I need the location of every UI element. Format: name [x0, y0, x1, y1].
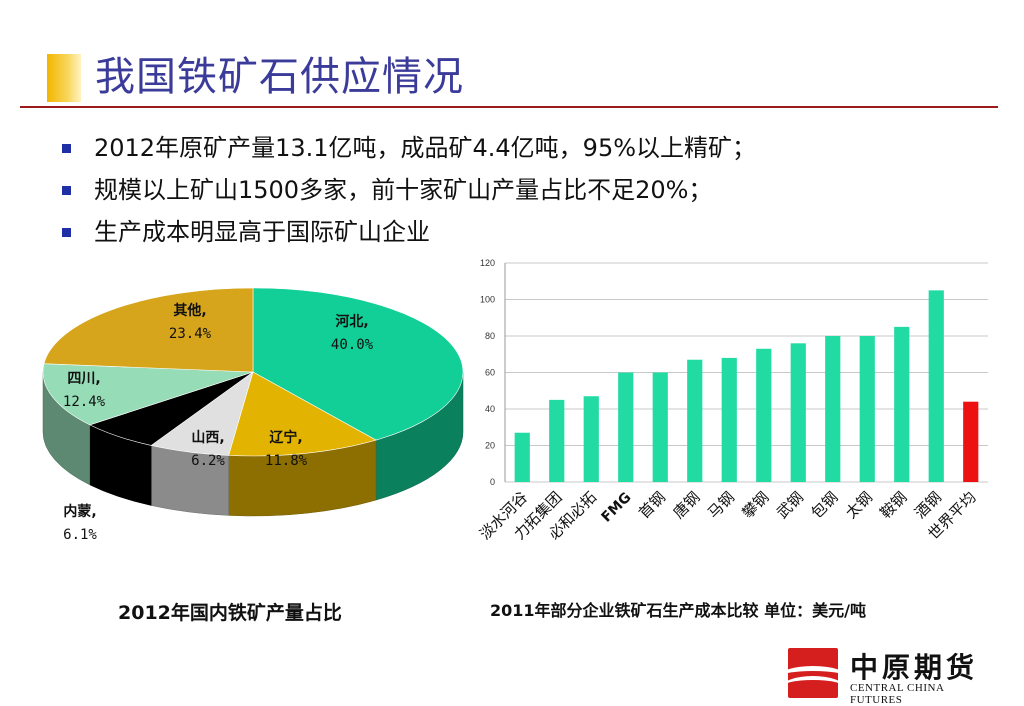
bar: [859, 336, 875, 482]
y-tick-label: 120: [480, 258, 495, 268]
pie-label-value: 12.4%: [63, 394, 106, 410]
bullet-text: 生产成本明显高于国际矿山企业: [94, 218, 430, 246]
pie-label-value: 11.8%: [265, 453, 308, 469]
bullet-list: 2012年原矿产量13.1亿吨，成品矿4.4亿吨，95%以上精矿； 规模以上矿山…: [62, 128, 756, 254]
pie-slice: [252, 287, 464, 441]
y-tick-label: 80: [485, 331, 495, 341]
pie-chart-title: 2012年国内铁矿产量占比: [118, 602, 342, 624]
bullet-text: 规模以上矿山1500多家，前十家矿山产量占比不足20%；: [94, 176, 713, 204]
bullet-item: 2012年原矿产量13.1亿吨，成品矿4.4亿吨，95%以上精矿；: [62, 128, 756, 170]
pie-label-name: 河北,: [335, 313, 368, 330]
bar: [514, 432, 530, 482]
x-tick-label: 鞍钢: [877, 488, 911, 522]
pie-label-value: 6.1%: [63, 527, 97, 543]
bar: [721, 357, 737, 482]
pie-slice: [43, 287, 254, 373]
bar: [652, 372, 668, 482]
pie-label-name: 内蒙,: [63, 503, 96, 520]
bar-chart-title: 2011年部分企业铁矿石生产成本比较 单位：美元/吨: [490, 601, 866, 620]
logo-chinese-name: 中原期货: [850, 651, 979, 684]
pie-slice: [42, 363, 254, 426]
pie-label-value: 23.4%: [169, 326, 212, 342]
x-tick-label: 攀钢: [739, 488, 773, 522]
bar: [756, 348, 772, 482]
x-tick-label: 唐钢: [670, 488, 704, 522]
x-tick-label: FMG: [599, 490, 635, 526]
title-accent-bar: [47, 54, 81, 102]
bar: [618, 372, 634, 482]
pie-label-name: 其他,: [173, 302, 206, 319]
y-tick-label: 100: [480, 295, 495, 305]
x-tick-label: 包钢: [808, 488, 842, 522]
logo-english-name: CENTRAL CHINA FUTURES: [850, 682, 944, 706]
bullet-square-icon: [62, 144, 71, 153]
pie-label-name: 辽宁,: [269, 429, 302, 446]
y-tick-label: 60: [485, 368, 495, 378]
pie-chart: 河北, 40.0% 辽宁, 11.8% 山西, 6.2% 内蒙, 6.1% 四川, 12.4% 其他…: [42, 287, 464, 543]
company-logo: 中原期货 CENTRAL CHINA FUTURES: [788, 648, 998, 706]
bar: [894, 326, 910, 482]
bar: [549, 399, 565, 482]
pie-label-value: 40.0%: [331, 337, 374, 353]
bullet-item: 规模以上矿山1500多家，前十家矿山产量占比不足20%；: [62, 170, 756, 212]
bar: [790, 343, 806, 482]
pie-slice: [228, 371, 377, 457]
pie-label-name: 四川,: [67, 371, 100, 387]
x-tick-label: 武钢: [773, 488, 807, 522]
x-tick-label: 太钢: [842, 488, 876, 522]
bar: [583, 396, 599, 482]
bullet-item: 生产成本明显高于国际矿山企业: [62, 212, 756, 254]
bullet-square-icon: [62, 228, 71, 237]
title-divider: [20, 106, 998, 108]
x-tick-label: 马钢: [704, 488, 738, 522]
x-tick-label: 首钢: [635, 488, 669, 522]
y-tick-label: 0: [490, 477, 495, 487]
y-tick-label: 20: [485, 441, 495, 451]
y-tick-label: 40: [485, 404, 495, 414]
bullet-square-icon: [62, 186, 71, 195]
bar: [825, 336, 841, 482]
bar: [928, 290, 944, 482]
logo-mark-icon: [788, 648, 838, 698]
pie-label-value: 6.2%: [191, 453, 225, 469]
page-title: 我国铁矿石供应情况: [95, 54, 464, 100]
bar: [963, 401, 979, 482]
bullet-text: 2012年原矿产量13.1亿吨，成品矿4.4亿吨，95%以上精矿；: [94, 134, 757, 162]
bar: [687, 359, 703, 482]
pie-label-name: 山西,: [191, 430, 224, 446]
